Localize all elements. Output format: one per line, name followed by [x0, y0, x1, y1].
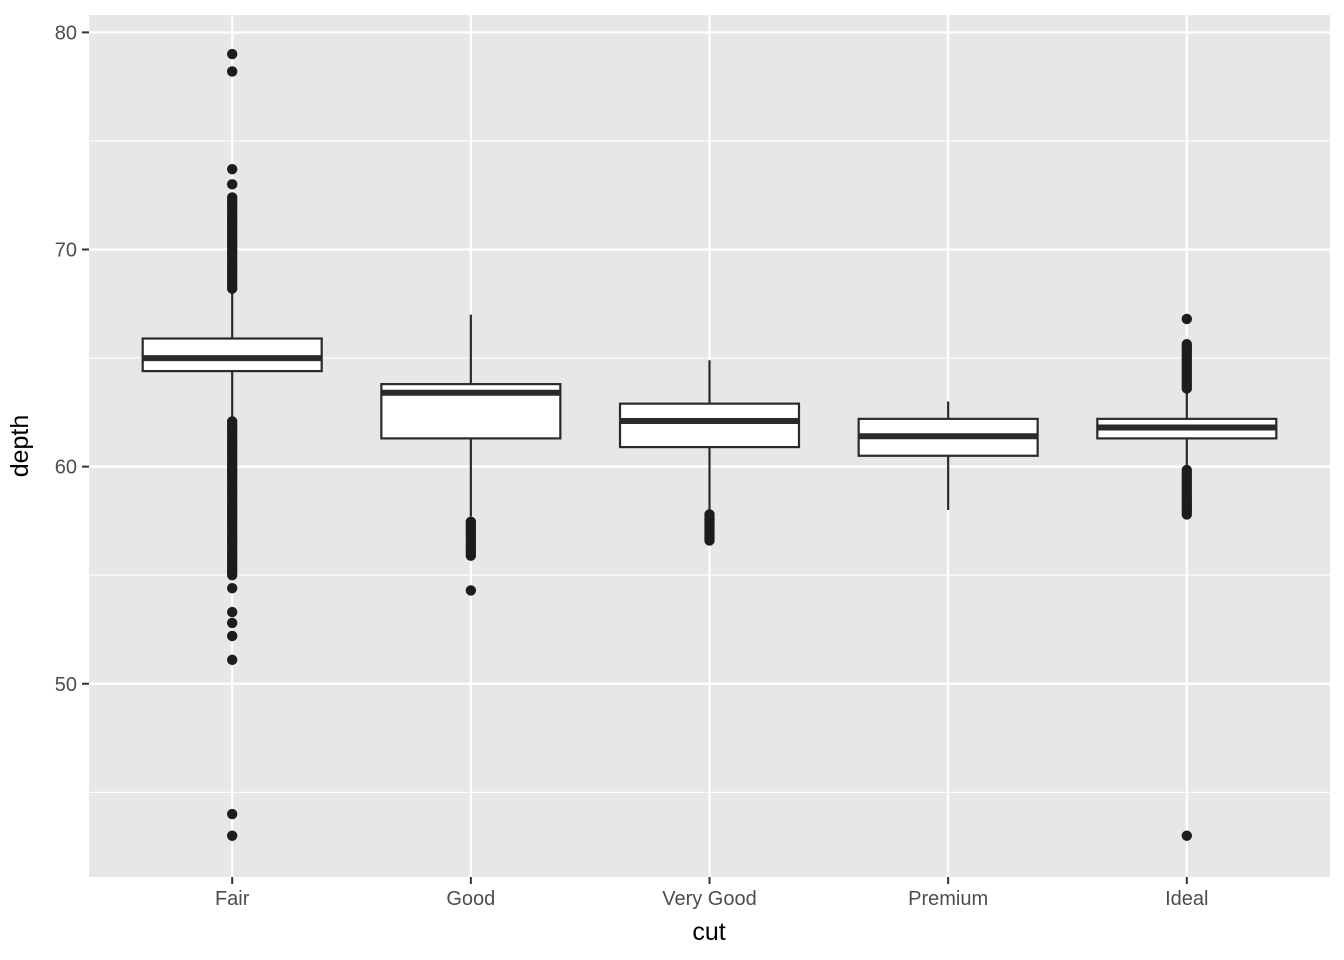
x-tick-label: Very Good — [662, 888, 757, 910]
outlier-dot — [226, 830, 238, 841]
outlier-dot — [226, 66, 238, 77]
outlier-dot — [1181, 313, 1193, 325]
y-tick-label: 60 — [55, 457, 77, 479]
outlier-dot — [1181, 338, 1193, 350]
y-axis-title: depth — [6, 415, 34, 478]
outlier-points — [226, 48, 1193, 841]
outlier-dot — [1181, 830, 1193, 841]
outlier-dot — [1181, 464, 1193, 476]
x-tick-label: Fair — [215, 888, 250, 910]
outlier-dot — [226, 416, 238, 427]
y-tick-label: 70 — [55, 239, 77, 261]
outlier-dot — [226, 617, 238, 629]
x-tick-label: Good — [446, 888, 495, 910]
outlier-dot — [226, 583, 238, 594]
iqr-box — [141, 337, 323, 373]
x-tick-label: Ideal — [1165, 888, 1208, 910]
y-tick-label: 80 — [55, 22, 77, 44]
outlier-dot — [465, 516, 477, 527]
outlier-dot — [226, 163, 238, 175]
outlier-dot — [226, 179, 238, 190]
boxplots — [141, 290, 1278, 517]
outlier-dot — [226, 192, 238, 203]
iqr-box — [618, 402, 801, 449]
outlier-dot — [226, 654, 238, 666]
axis-tick-marks — [82, 31, 1188, 884]
outlier-dot — [226, 808, 238, 820]
x-axis-title: cut — [692, 918, 725, 946]
outlier-dot — [465, 585, 477, 596]
outlier-dot — [226, 48, 238, 60]
y-tick-label: 50 — [55, 674, 77, 696]
outlier-dot — [226, 630, 238, 642]
x-tick-label: Premium — [908, 888, 988, 910]
axis-tick-labels: 80 70 60 50 Fair Good Very Good Premium Ideal — [55, 22, 1209, 910]
outlier-dot — [704, 509, 715, 520]
outlier-dot — [226, 606, 238, 618]
